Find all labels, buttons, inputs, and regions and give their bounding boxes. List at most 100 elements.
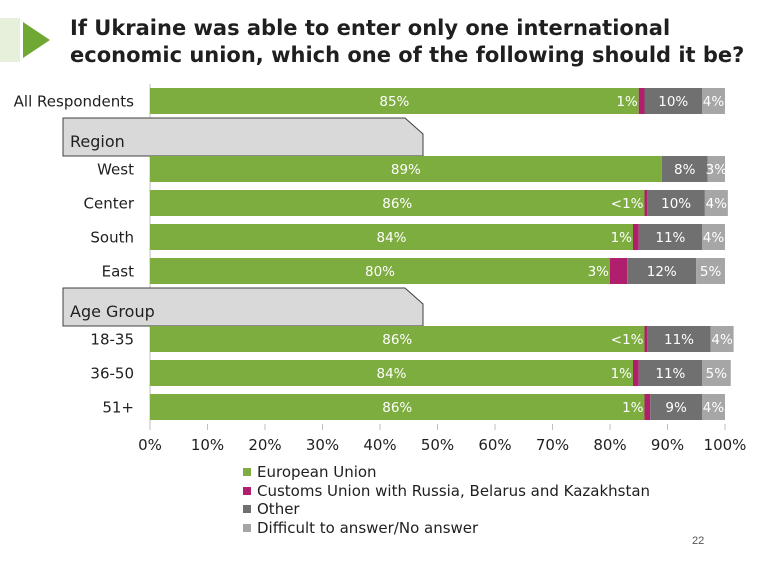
bar-segment [610, 258, 628, 284]
x-tick-label: 0% [138, 436, 162, 454]
data-label: 4% [706, 196, 728, 212]
legend-swatch [243, 523, 251, 532]
data-label: 89% [391, 162, 421, 178]
data-label: 11% [655, 366, 685, 382]
bar-segment [710, 326, 734, 352]
category-label: 36-50 [90, 365, 134, 383]
data-label: 3% [706, 162, 728, 178]
group-header-label: Age Group [70, 302, 155, 321]
x-tick-label: 20% [248, 436, 281, 454]
x-tick-label: 10% [191, 436, 224, 454]
data-label: 12% [647, 264, 677, 280]
data-label: 86% [382, 196, 412, 212]
group-header-box [62, 287, 424, 327]
bar-segment [696, 258, 725, 284]
data-label: 9% [665, 400, 687, 416]
x-tick-label: 100% [704, 436, 747, 454]
stacked-bar-chart: All Respondents 85% 1% 10% 4% Region West 89% 8%… [14, 84, 747, 454]
bar-segment [661, 156, 708, 182]
bar-segment [638, 88, 645, 114]
data-label: 8% [674, 162, 696, 178]
data-label: 10% [658, 94, 688, 110]
bar-segment [704, 190, 728, 216]
bar-segment [702, 224, 725, 250]
pale-band-shape [0, 18, 20, 62]
data-label: 5% [700, 264, 722, 280]
x-tick-label: 30% [306, 436, 339, 454]
x-tick-label: 90% [651, 436, 684, 454]
x-tick-label: 70% [536, 436, 569, 454]
bar-segment [644, 394, 651, 420]
data-label: <1% [611, 196, 644, 212]
x-tick-label: 80% [593, 436, 626, 454]
group-header-label: Region [70, 132, 125, 151]
bar-segment [647, 326, 711, 352]
data-label: 5% [706, 366, 728, 382]
data-label: 4% [703, 230, 725, 246]
data-label: 84% [376, 366, 406, 382]
bar-segment [150, 190, 645, 216]
data-label: 4% [711, 332, 733, 348]
legend-item: Difficult to answer/No answer [243, 519, 650, 538]
bar-segment [644, 326, 648, 352]
data-label: 11% [655, 230, 685, 246]
legend-label: European Union [257, 463, 377, 482]
bar-segment [150, 394, 645, 420]
data-label: 10% [661, 196, 691, 212]
bar-segment [702, 88, 725, 114]
bar-segment [150, 88, 639, 114]
legend-label: Difficult to answer/No answer [257, 518, 479, 537]
data-label: 11% [664, 332, 694, 348]
category-label: 18-35 [90, 331, 134, 349]
bar-segment [644, 88, 702, 114]
slide-decoration [0, 18, 50, 62]
legend-item: European Union [243, 463, 650, 482]
bar-segment [644, 190, 648, 216]
legend-item: Other [243, 500, 650, 519]
bar-segment [702, 394, 725, 420]
data-label: 4% [703, 400, 725, 416]
category-label: East [102, 263, 134, 281]
legend-label: Other [257, 500, 300, 519]
category-label: Center [84, 195, 135, 213]
legend-swatch [243, 468, 251, 477]
x-tick-label: 60% [478, 436, 511, 454]
bar-segment [702, 360, 731, 386]
chart-legend: European Union Customs Union with Russia,… [243, 463, 650, 537]
bar-segment [150, 360, 633, 386]
page-number: 22 [692, 535, 705, 547]
bar-segment [633, 224, 639, 250]
legend-swatch [243, 505, 251, 514]
bar-segment [707, 156, 725, 182]
data-label: 85% [379, 94, 409, 110]
data-label: 86% [382, 400, 412, 416]
x-tick-label: 40% [363, 436, 396, 454]
data-label: 4% [703, 94, 725, 110]
data-label: 1% [622, 400, 644, 416]
bar-segment [150, 326, 645, 352]
bar-segment [150, 258, 610, 284]
legend-item: Customs Union with Russia, Belarus and K… [243, 482, 650, 501]
data-label: 1% [611, 230, 633, 246]
bar-segment [627, 258, 697, 284]
data-label: 1% [611, 366, 633, 382]
bar-segment [638, 360, 702, 386]
arrow-icon [23, 22, 50, 58]
chart-title: If Ukraine was able to enter only one in… [70, 16, 745, 67]
bar-segment [150, 156, 662, 182]
bar-segment [633, 360, 639, 386]
category-label: West [97, 161, 134, 179]
data-label: 86% [382, 332, 412, 348]
bar-segment [650, 394, 702, 420]
bar-segment [647, 190, 705, 216]
group-header-box [62, 117, 424, 157]
data-label: <1% [611, 332, 644, 348]
legend-swatch [243, 486, 251, 495]
data-label: 3% [588, 264, 610, 280]
bar-segment [150, 224, 633, 250]
bar-segment [638, 224, 702, 250]
data-label: 1% [616, 94, 638, 110]
data-label: 80% [365, 264, 395, 280]
category-label: South [90, 229, 134, 247]
data-label: 84% [376, 230, 406, 246]
